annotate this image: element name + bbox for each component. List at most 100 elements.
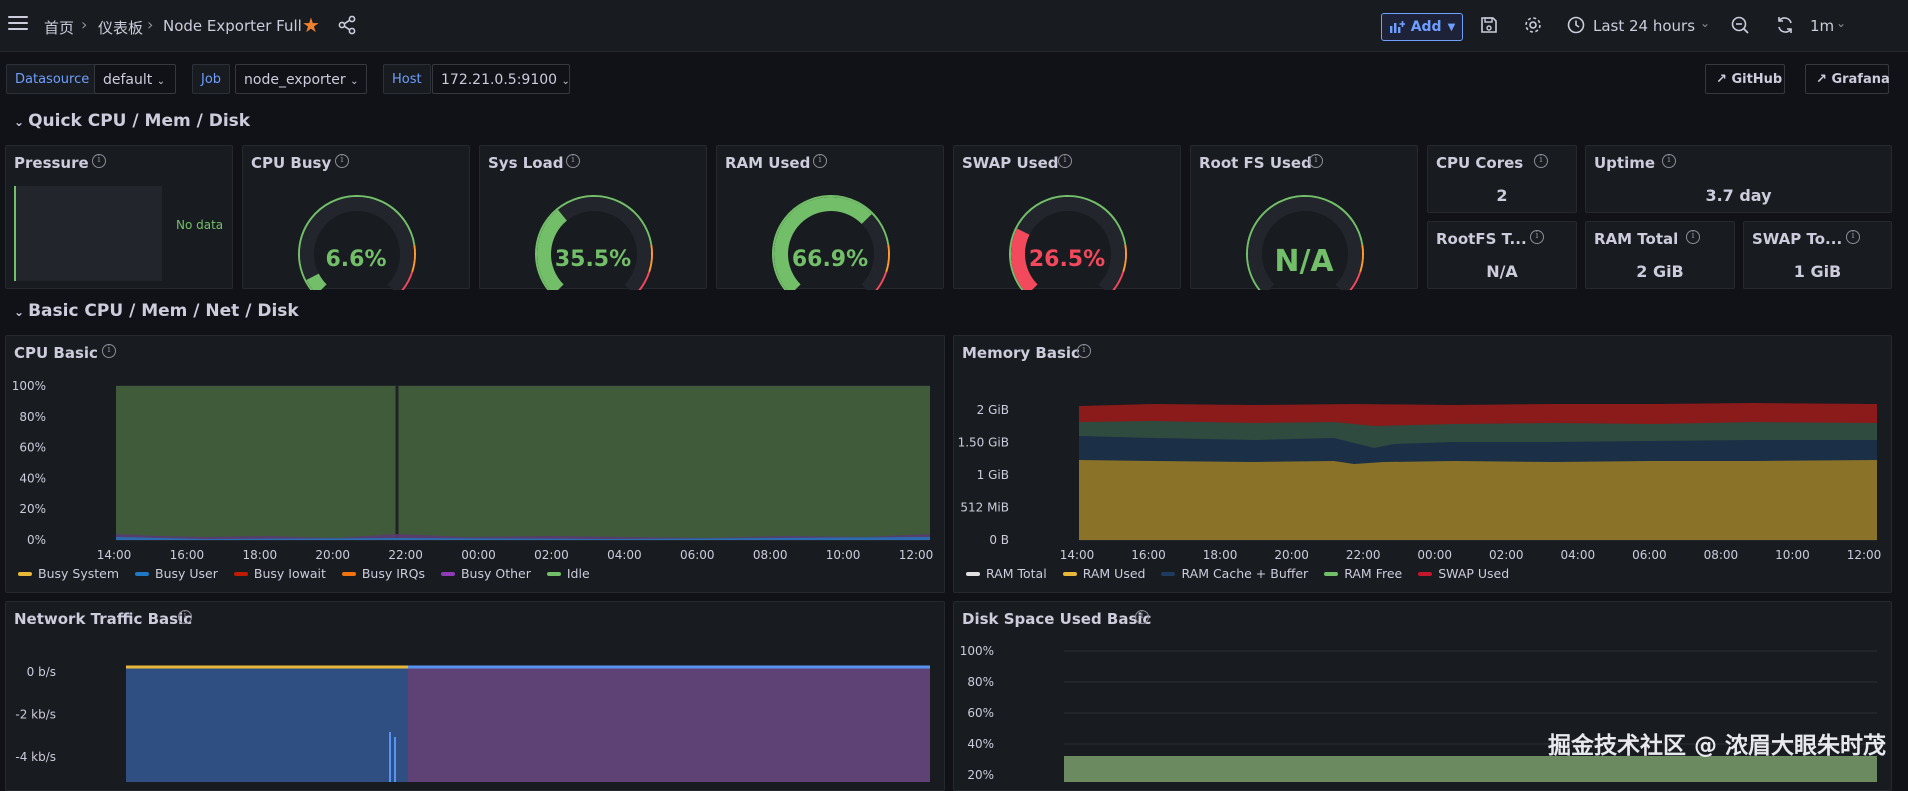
info-icon[interactable]: i <box>1686 230 1700 244</box>
refresh-interval-picker[interactable]: 1m <box>1810 17 1834 35</box>
share-icon[interactable] <box>336 14 358 36</box>
panel-pressure: Pressure i No data <box>5 145 233 289</box>
legend-item[interactable]: SWAP Used <box>1418 566 1509 581</box>
y-tick-label: 2 GiB <box>977 403 1009 417</box>
breadcrumb-home[interactable]: 首页 <box>44 17 74 38</box>
panel-title: Root FS Used <box>1199 154 1312 172</box>
chevron-right-icon: › <box>81 15 87 34</box>
info-icon[interactable]: i <box>813 154 827 168</box>
chevron-down-icon[interactable]: ⌄ <box>1700 16 1710 30</box>
panel-disk-basic: Disk Space Used Basic i 100%80%60%40%20% <box>953 601 1892 791</box>
legend-item[interactable]: RAM Free <box>1324 566 1402 581</box>
grafana-label: Grafana <box>1831 72 1889 87</box>
menu-icon[interactable] <box>8 16 28 32</box>
panel-ram-used: RAM Used i 66.9% <box>716 145 944 289</box>
panel-cpu-busy: CPU Busy i 6.6% <box>242 145 470 289</box>
row-basic-cpu-mem-net-disk[interactable]: ⌄Basic CPU / Mem / Net / Disk <box>14 301 299 321</box>
clock-icon <box>1565 14 1587 36</box>
legend-label: RAM Used <box>1083 566 1146 581</box>
x-tick-label: 08:00 <box>1704 548 1739 562</box>
info-icon[interactable]: i <box>92 154 106 168</box>
legend-item[interactable]: RAM Used <box>1063 566 1146 581</box>
info-icon[interactable]: i <box>335 154 349 168</box>
panel-title: Memory Basic <box>962 344 1080 362</box>
legend-label: Busy System <box>38 566 119 581</box>
info-icon[interactable]: i <box>102 344 116 358</box>
panel-ram-total: RAM Total i 2 GiB <box>1585 221 1735 289</box>
info-icon[interactable]: i <box>566 154 580 168</box>
legend-item[interactable]: Busy Other <box>441 566 531 581</box>
legend-label: Idle <box>567 566 590 581</box>
row-quick-cpu-mem-disk[interactable]: ⌄Quick CPU / Mem / Disk <box>14 111 250 131</box>
legend-swatch <box>342 572 356 576</box>
panel-uptime: Uptime i 3.7 day <box>1585 145 1892 213</box>
x-tick-label: 04:00 <box>607 548 642 562</box>
star-icon[interactable]: ★ <box>302 13 320 37</box>
github-link[interactable]: ↗ GitHub <box>1705 64 1785 94</box>
legend-item[interactable]: Busy IRQs <box>342 566 425 581</box>
x-tick-label: 12:00 <box>899 548 934 562</box>
panel-root-fs-used: Root FS Used i N/A <box>1190 145 1418 289</box>
info-icon[interactable]: i <box>1530 230 1544 244</box>
x-tick-label: 04:00 <box>1561 548 1596 562</box>
info-icon[interactable]: i <box>178 610 192 624</box>
x-tick-label: 12:00 <box>1847 548 1882 562</box>
x-tick-label: 00:00 <box>461 548 496 562</box>
stat-value: 1 GiB <box>1744 262 1891 281</box>
info-icon[interactable]: i <box>1077 344 1091 358</box>
x-tick-label: 18:00 <box>1203 548 1238 562</box>
datasource-select[interactable]: default ⌄ <box>94 64 176 94</box>
grafana-link[interactable]: ↗ Grafana <box>1805 64 1889 94</box>
no-data-text: No data <box>176 218 223 232</box>
info-icon[interactable]: i <box>1662 154 1676 168</box>
pressure-bar <box>14 186 162 281</box>
legend-label: Busy User <box>155 566 218 581</box>
external-link-icon: ↗ <box>1816 72 1827 87</box>
legend-item[interactable]: RAM Cache + Buffer <box>1161 566 1308 581</box>
zoom-out-icon[interactable] <box>1729 14 1751 36</box>
legend-item[interactable]: RAM Total <box>966 566 1047 581</box>
network-basic-chart: 0 b/s-2 kb/s-4 kb/s <box>6 632 946 782</box>
job-value: node_exporter <box>244 72 346 88</box>
time-range-picker[interactable]: Last 24 hours <box>1593 17 1695 35</box>
info-icon[interactable]: i <box>1135 610 1149 624</box>
info-icon[interactable]: i <box>1309 154 1323 168</box>
github-label: GitHub <box>1731 72 1782 87</box>
y-tick-label: 20% <box>19 502 46 516</box>
panel-title: RootFS T... <box>1436 230 1527 248</box>
save-icon[interactable] <box>1478 14 1500 36</box>
gauge-value-arc <box>313 277 322 290</box>
panel-title: CPU Basic <box>14 344 98 362</box>
panel-title: SWAP To... <box>1752 230 1842 248</box>
x-tick-label: 16:00 <box>170 548 205 562</box>
legend-item[interactable]: Idle <box>547 566 590 581</box>
legend-swatch <box>1161 572 1175 576</box>
info-icon[interactable]: i <box>1534 154 1548 168</box>
panel-title: Disk Space Used Basic <box>962 610 1151 628</box>
job-select[interactable]: node_exporter ⌄ <box>235 64 367 94</box>
y-tick-label: -2 kb/s <box>15 708 56 722</box>
legend-label: RAM Total <box>986 566 1047 581</box>
info-icon[interactable]: i <box>1058 154 1072 168</box>
legend-label: RAM Cache + Buffer <box>1181 566 1308 581</box>
x-tick-label: 14:00 <box>1060 548 1095 562</box>
stat-value: 3.7 day <box>1586 186 1891 205</box>
y-tick-label: 100% <box>960 644 994 658</box>
chevron-down-icon[interactable]: ⌄ <box>1836 16 1846 30</box>
info-icon[interactable]: i <box>1846 230 1860 244</box>
refresh-icon[interactable] <box>1774 14 1796 36</box>
legend-label: Busy IRQs <box>362 566 425 581</box>
legend-item[interactable]: Busy Iowait <box>234 566 326 581</box>
legend-item[interactable]: Busy User <box>135 566 218 581</box>
host-select[interactable]: 172.21.0.5:9100 ⌄ <box>432 64 570 94</box>
settings-gear-icon[interactable] <box>1522 14 1544 36</box>
chevron-down-icon: ⌄ <box>14 305 24 319</box>
legend-swatch <box>1063 572 1077 576</box>
breadcrumb-dashboards[interactable]: 仪表板 <box>98 17 143 38</box>
ram-used-area <box>1079 460 1877 540</box>
legend-item[interactable]: Busy System <box>18 566 119 581</box>
legend-swatch <box>18 572 32 576</box>
add-button[interactable]: Add ▼ <box>1381 13 1463 41</box>
